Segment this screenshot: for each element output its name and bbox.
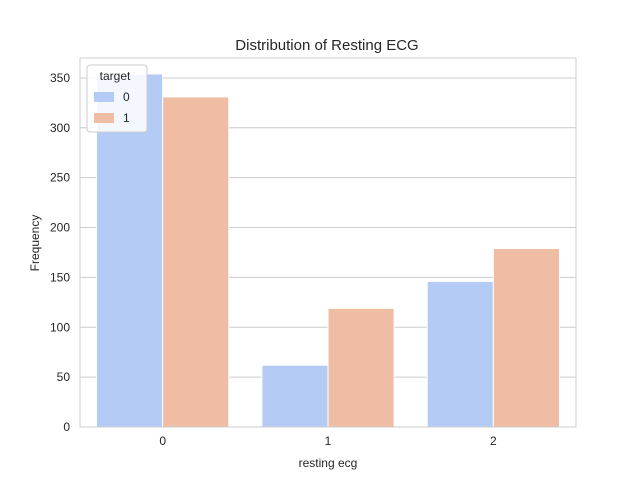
y-tick-label: 150 [50, 270, 70, 284]
y-tick-label: 350 [50, 71, 70, 85]
x-tick-label: 1 [325, 434, 332, 448]
y-tick-label: 250 [50, 171, 70, 185]
bar-series-0-cat-2 [426, 280, 494, 428]
bars [96, 73, 560, 428]
x-tick-label: 2 [490, 434, 497, 448]
y-tick-label: 0 [63, 420, 70, 434]
bar-series-1-cat-1 [327, 307, 395, 428]
bar-series-0-cat-0 [96, 73, 164, 428]
legend-label-0: 0 [123, 90, 130, 104]
y-tick-label: 300 [50, 121, 70, 135]
legend-title: target [100, 69, 131, 83]
bar-series-1-cat-2 [492, 247, 560, 428]
y-tick-label: 200 [50, 221, 70, 235]
bar-series-0-cat-1 [261, 364, 329, 428]
chart-title: Distribution of Resting ECG [235, 37, 418, 54]
y-tick-label: 50 [57, 370, 71, 384]
y-tick-label: 100 [50, 320, 70, 334]
bar-series-1-cat-0 [162, 96, 230, 428]
y-tick-labels: 0 50 100 150 200 250 300 350 [50, 71, 70, 434]
x-tick-labels: 0 1 2 [159, 434, 497, 448]
legend-swatch-1 [94, 113, 114, 123]
legend: target 0 1 [86, 64, 148, 133]
legend-label-1: 1 [123, 111, 130, 125]
legend-swatch-0 [94, 92, 114, 102]
y-axis-label: Frequency [28, 215, 42, 272]
x-axis-label: resting ecg [299, 456, 358, 470]
x-tick-label: 0 [159, 434, 166, 448]
plot-frame [79, 57, 577, 428]
